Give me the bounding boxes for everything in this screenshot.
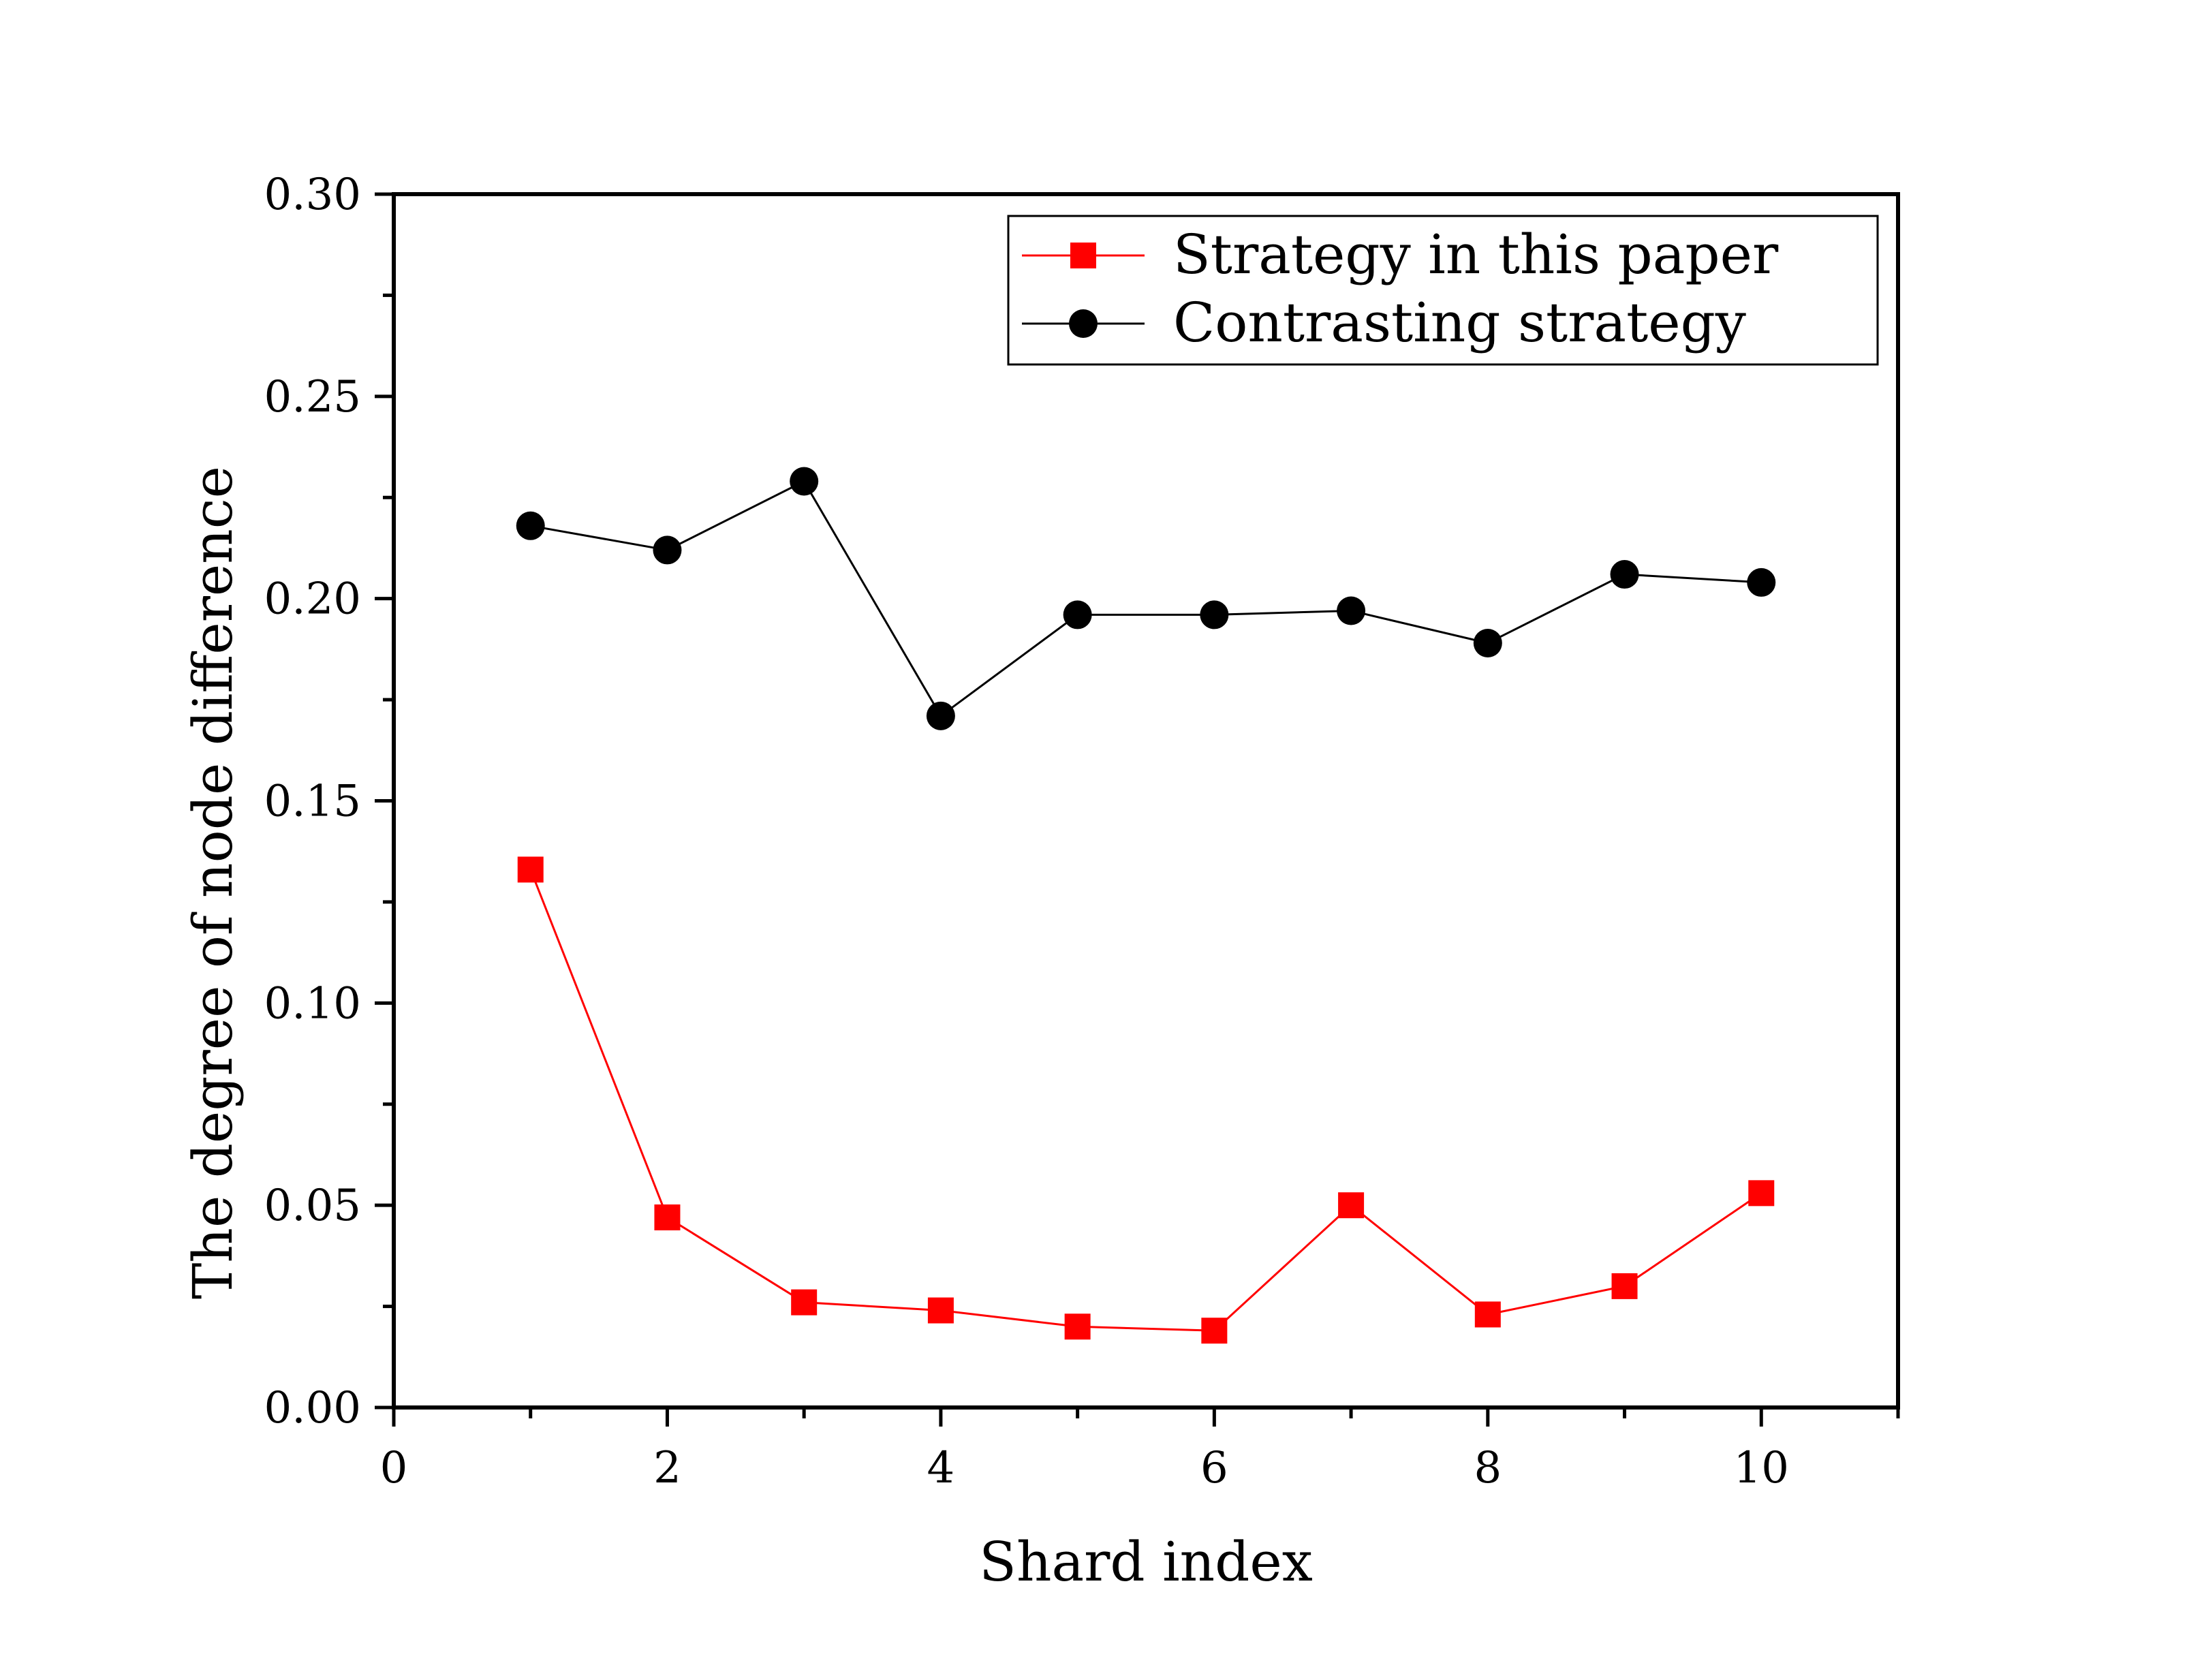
series-line-1	[530, 480, 1762, 718]
series-1-point	[1063, 600, 1092, 629]
legend-marker	[1070, 243, 1096, 268]
series-1-point	[926, 701, 955, 730]
x-tick-label: 0	[380, 1443, 408, 1493]
series-0-point	[1611, 1273, 1638, 1299]
series-0-point	[791, 1289, 818, 1316]
plot-frame	[392, 192, 1900, 1410]
x-tick-label: 10	[1734, 1443, 1789, 1493]
series-0-point	[1338, 1192, 1365, 1219]
legend-box	[1007, 215, 1879, 366]
y-tick-label: 0.05	[264, 1181, 362, 1231]
y-tick-label: 0.15	[264, 777, 362, 827]
x-tick-label: 4	[927, 1443, 955, 1493]
series-1-point	[516, 511, 545, 540]
chart-marks	[516, 467, 1776, 1344]
x-axis: 0 2 4 6 8 10	[380, 1407, 1900, 1493]
series-1-point	[1747, 567, 1776, 597]
series-0-point	[1474, 1301, 1501, 1328]
series-0-point	[654, 1204, 681, 1230]
series-line-0	[529, 869, 1762, 1332]
y-tick-label: 0.30	[264, 170, 362, 220]
y-axis-title: The degree of node difference	[181, 466, 245, 1299]
series-1-point	[1337, 596, 1366, 625]
y-tick-label: 0.00	[264, 1383, 362, 1433]
series-0-point	[1748, 1180, 1775, 1207]
legend-label: Contrasting strategy	[1173, 291, 1746, 354]
x-tick-label: 6	[1200, 1443, 1228, 1493]
series-0-point	[1064, 1313, 1091, 1340]
y-tick-label: 0.25	[264, 372, 362, 422]
y-tick-label: 0.20	[264, 574, 362, 625]
series-0-point	[927, 1297, 954, 1324]
x-tick-label: 2	[653, 1443, 681, 1493]
legend-marker	[1069, 309, 1098, 338]
series-1-point	[1610, 560, 1639, 589]
series-0-point	[517, 856, 544, 883]
series-0-point	[1201, 1318, 1228, 1344]
legend-label: Strategy in this paper	[1173, 223, 1779, 286]
x-axis-title: Shard index	[979, 1530, 1313, 1593]
y-tick-label: 0.10	[264, 978, 362, 1029]
series-1-point	[1200, 600, 1229, 629]
series-1-point	[1473, 628, 1502, 657]
x-tick-label: 8	[1474, 1443, 1502, 1493]
series-1-point	[790, 467, 819, 496]
series-1-point	[653, 535, 682, 565]
y-axis: 0.00 0.05 0.10 0.15 0.20 0.25 0.30	[264, 170, 394, 1433]
